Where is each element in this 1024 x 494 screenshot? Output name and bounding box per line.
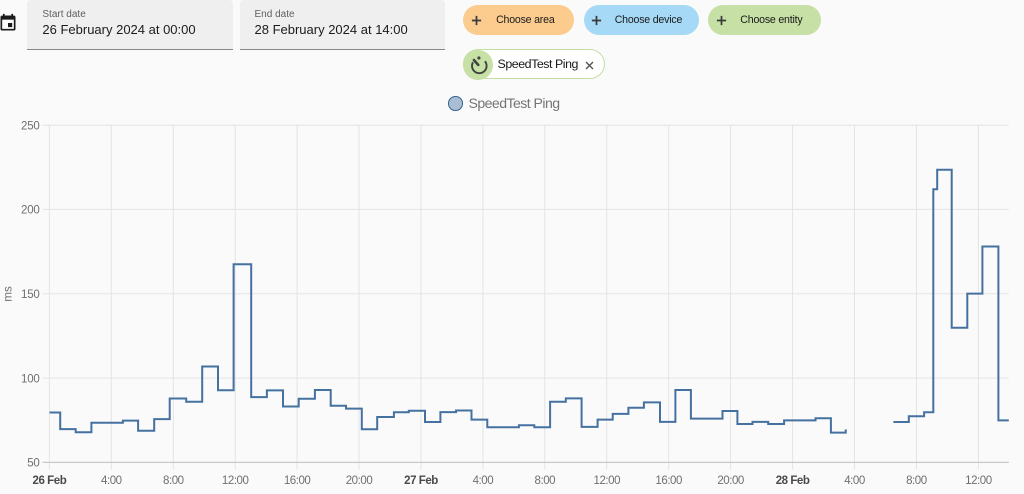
svg-text:20:00: 20:00 xyxy=(717,475,744,487)
svg-text:26 Feb: 26 Feb xyxy=(33,475,67,487)
svg-text:8:00: 8:00 xyxy=(535,475,556,487)
svg-text:4:00: 4:00 xyxy=(473,475,494,487)
svg-text:28 Feb: 28 Feb xyxy=(776,475,810,487)
svg-text:8:00: 8:00 xyxy=(906,475,927,487)
svg-text:16:00: 16:00 xyxy=(284,475,311,487)
svg-text:4:00: 4:00 xyxy=(844,475,865,487)
svg-text:50: 50 xyxy=(27,458,39,470)
svg-text:12:00: 12:00 xyxy=(222,475,249,487)
svg-text:16:00: 16:00 xyxy=(655,475,682,487)
svg-text:4:00: 4:00 xyxy=(101,475,122,487)
svg-text:12:00: 12:00 xyxy=(965,475,992,487)
svg-text:ms: ms xyxy=(3,286,15,302)
svg-text:8:00: 8:00 xyxy=(163,475,184,487)
svg-text:12:00: 12:00 xyxy=(594,475,621,487)
svg-text:100: 100 xyxy=(21,373,40,385)
svg-text:150: 150 xyxy=(21,289,40,301)
svg-text:20:00: 20:00 xyxy=(346,475,373,487)
svg-text:250: 250 xyxy=(21,120,40,132)
svg-text:27 Feb: 27 Feb xyxy=(404,475,438,487)
svg-text:200: 200 xyxy=(21,205,40,217)
